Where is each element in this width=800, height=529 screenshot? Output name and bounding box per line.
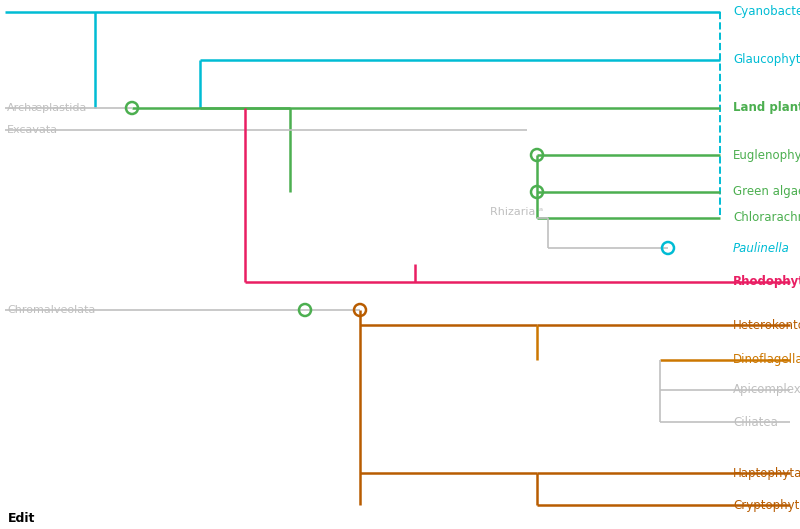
Text: Rhodophyta: Rhodophyta [733,276,800,288]
Text: Green algae: Green algae [733,186,800,198]
Text: Heterokontophyta: Heterokontophyta [733,318,800,332]
Text: Excavata: Excavata [7,125,58,135]
Text: Apicomplexa: Apicomplexa [733,384,800,397]
Text: Chlorarachniophyta: Chlorarachniophyta [733,212,800,224]
Text: Archæplastida: Archæplastida [7,103,87,113]
Text: Edit: Edit [8,512,35,524]
Text: Paulinella: Paulinella [733,242,790,254]
Text: Dinoflagellata: Dinoflagellata [733,353,800,367]
Text: Glaucophyta: Glaucophyta [733,53,800,67]
Text: Euglenophyta: Euglenophyta [733,149,800,161]
Text: Rhizaria ᵃ: Rhizaria ᵃ [490,207,543,217]
Text: Cryptophyta: Cryptophyta [733,498,800,512]
Text: Land plants: Land plants [733,102,800,114]
Text: Haptophyta: Haptophyta [733,467,800,479]
Text: Cyanobacteria: Cyanobacteria [733,5,800,19]
Text: Chromalveolata: Chromalveolata [7,305,95,315]
Text: Ciliatea: Ciliatea [733,415,778,428]
